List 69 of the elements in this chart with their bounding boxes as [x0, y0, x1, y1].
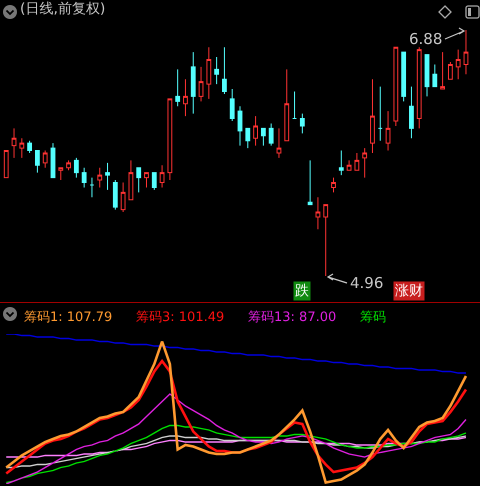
candlestick: [346, 160, 352, 171]
text: 跌: [295, 283, 309, 299]
candlestick: [152, 172, 157, 190]
candlestick: [284, 68, 290, 142]
candlestick: [464, 30, 468, 75]
candlestick: [222, 46, 227, 94]
candlestick: [183, 78, 188, 117]
candlestick: [323, 204, 328, 276]
candlestick: [362, 148, 368, 178]
candlestick: [66, 160, 71, 171]
candlestick: [34, 150, 40, 174]
candlestick: [12, 128, 16, 158]
candlestick: [198, 66, 204, 102]
candlestick: [316, 196, 320, 230]
candlestick: [50, 142, 56, 178]
candlestick: [268, 122, 274, 146]
candlestick: [175, 68, 180, 107]
candlestick: [27, 140, 32, 154]
candlestick: [97, 167, 102, 188]
candlestick: [105, 162, 110, 190]
candlestick: [190, 52, 196, 114]
candlestick: [292, 91, 297, 120]
candlestick: [120, 182, 126, 213]
candlestick: [206, 46, 212, 100]
candlestick: [424, 54, 430, 97]
candlestick: [19, 138, 24, 158]
candlestick: [253, 116, 258, 146]
candlestick: [82, 167, 87, 188]
candlestick: [456, 49, 461, 80]
candlestick: [393, 46, 398, 126]
annotation: 6.88: [409, 30, 442, 48]
candlestick: [300, 113, 305, 134]
candlestick: [245, 128, 250, 149]
candlestick: [74, 157, 79, 178]
candlestick: [378, 86, 383, 142]
candlestick: [331, 177, 336, 193]
candlestick: [386, 110, 390, 152]
text: 筹码13: 87.00: [248, 310, 336, 325]
candlestick: [58, 167, 64, 181]
chart-title: (日线,前复权): [20, 0, 106, 17]
candlestick: [214, 56, 220, 85]
candlestick: [354, 152, 360, 171]
candlestick: [370, 78, 375, 154]
candlestick: [42, 150, 48, 168]
candlestick: [260, 128, 266, 146]
candlestick: [144, 172, 149, 188]
candlestick: [167, 98, 172, 181]
text: 涨财: [395, 283, 423, 299]
annotation: 4.96: [350, 274, 384, 292]
candlestick: [409, 86, 414, 139]
candlestick: [432, 64, 438, 88]
candlestick: [4, 150, 9, 178]
candlestick: [338, 150, 344, 176]
candlestick: [238, 106, 242, 146]
candlestick: [401, 52, 406, 102]
candlestick: [276, 128, 282, 158]
candlestick: [448, 61, 453, 80]
candlestick: [128, 160, 134, 200]
candlestick: [136, 167, 142, 193]
candlestick: [112, 180, 118, 210]
text: 筹码3: 101.49: [136, 310, 224, 325]
text: 筹码1: 107.79: [24, 310, 112, 325]
candlestick: [416, 46, 422, 129]
candlestick: [90, 177, 94, 198]
candlestick: [308, 160, 313, 206]
candlestick: [230, 88, 235, 122]
text: 筹码: [360, 310, 386, 325]
candlestick: [160, 164, 164, 188]
candlestick: [440, 52, 446, 90]
